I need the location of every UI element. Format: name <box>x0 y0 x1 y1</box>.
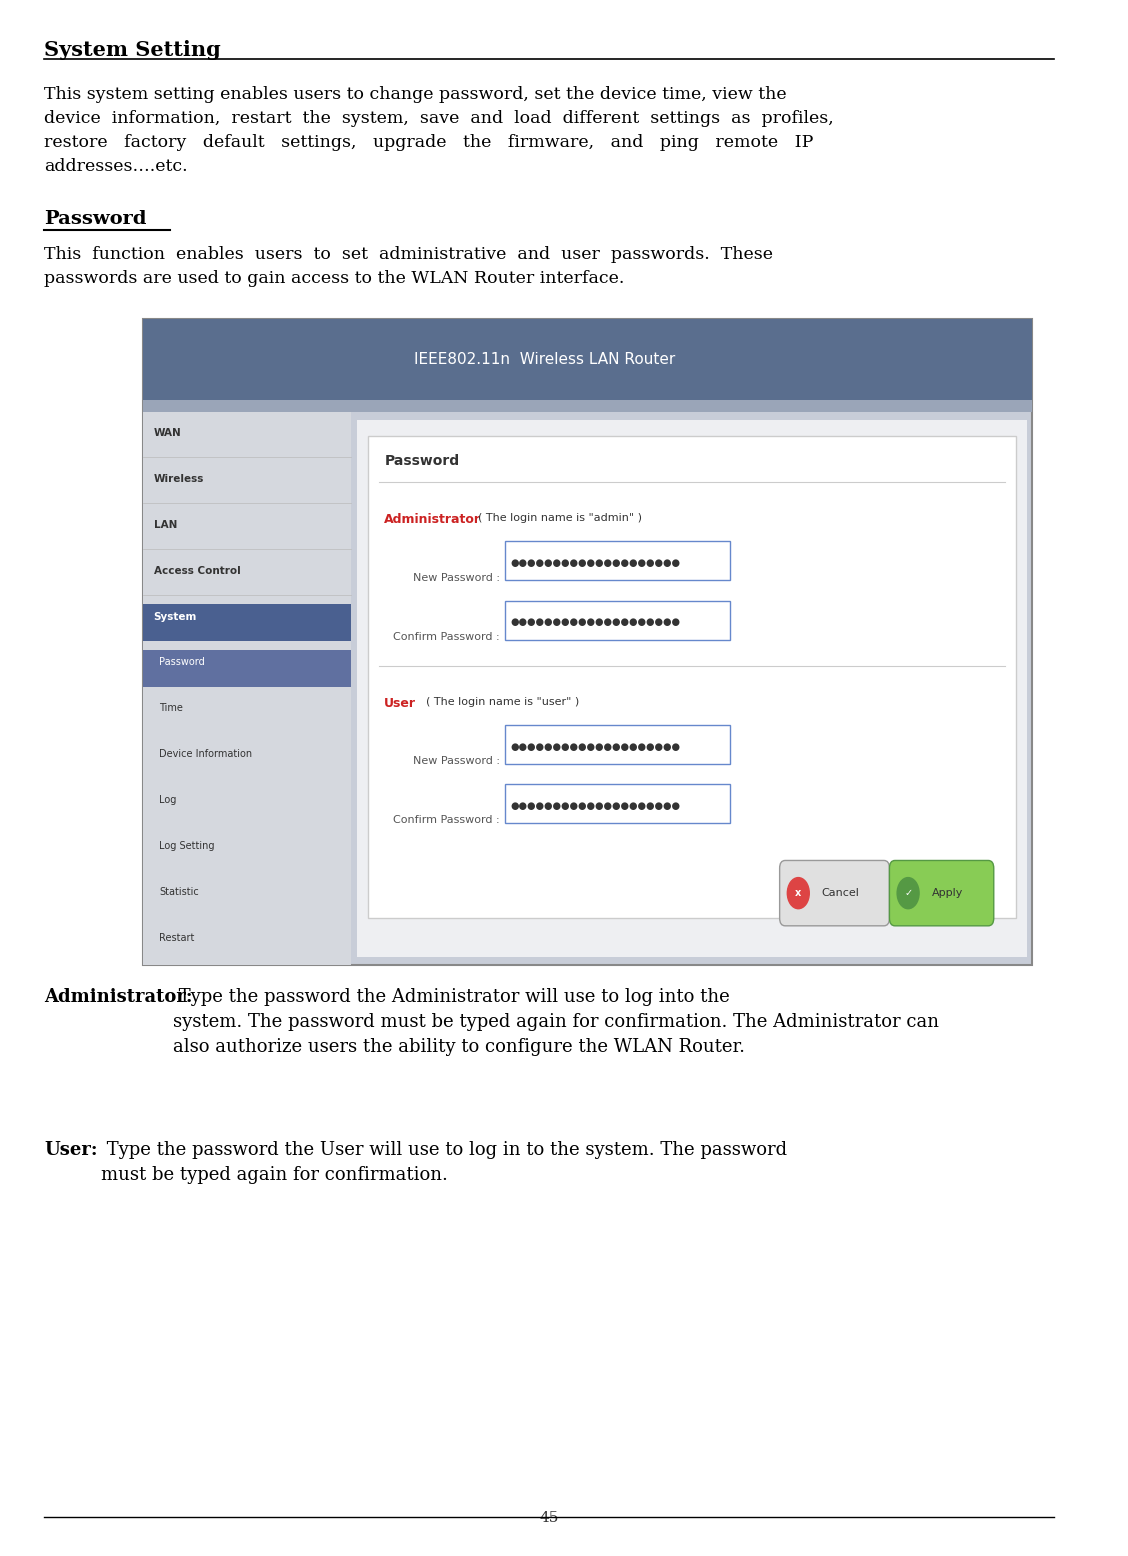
FancyBboxPatch shape <box>356 420 1026 957</box>
Text: New Password :: New Password : <box>413 573 500 582</box>
Text: Password: Password <box>385 454 459 468</box>
FancyBboxPatch shape <box>505 541 730 580</box>
Text: New Password :: New Password : <box>413 756 500 766</box>
Text: Administrator: Administrator <box>385 513 482 526</box>
Text: Log Setting: Log Setting <box>159 840 214 851</box>
Text: This system setting enables users to change password, set the device time, view : This system setting enables users to cha… <box>44 86 834 174</box>
Text: Password: Password <box>44 210 147 229</box>
Text: Statistic: Statistic <box>159 887 199 896</box>
Text: Apply: Apply <box>932 888 963 898</box>
Text: ●●●●●●●●●●●●●●●●●●●●: ●●●●●●●●●●●●●●●●●●●● <box>511 801 680 811</box>
FancyBboxPatch shape <box>505 784 730 823</box>
Text: Password: Password <box>159 657 205 668</box>
Text: Type the password the User will use to log in to the system. The password
must b: Type the password the User will use to l… <box>102 1141 787 1184</box>
Text: Confirm Password :: Confirm Password : <box>393 632 500 641</box>
Text: ●●●●●●●●●●●●●●●●●●●●: ●●●●●●●●●●●●●●●●●●●● <box>511 742 680 752</box>
Circle shape <box>897 878 919 909</box>
Text: Restart: Restart <box>159 934 195 943</box>
FancyBboxPatch shape <box>143 412 352 965</box>
Text: ✓: ✓ <box>904 888 913 898</box>
Text: Device Information: Device Information <box>159 750 253 759</box>
FancyBboxPatch shape <box>143 604 352 641</box>
Text: ●●●●●●●●●●●●●●●●●●●●: ●●●●●●●●●●●●●●●●●●●● <box>511 559 680 568</box>
Text: System Setting: System Setting <box>44 40 221 61</box>
Text: User: User <box>385 697 416 710</box>
Text: WAN: WAN <box>153 428 182 437</box>
FancyBboxPatch shape <box>505 725 730 764</box>
Text: Access Control: Access Control <box>153 566 240 576</box>
Text: 45: 45 <box>539 1511 558 1525</box>
Text: ( The login name is "admin" ): ( The login name is "admin" ) <box>477 513 642 523</box>
Text: User:: User: <box>44 1141 97 1159</box>
FancyBboxPatch shape <box>143 400 1032 412</box>
Text: Cancel: Cancel <box>821 888 858 898</box>
FancyBboxPatch shape <box>779 860 890 926</box>
Text: Administrator:: Administrator: <box>44 988 193 1007</box>
FancyBboxPatch shape <box>368 436 1015 918</box>
Text: Confirm Password :: Confirm Password : <box>393 815 500 825</box>
Text: System: System <box>153 612 197 621</box>
Circle shape <box>787 878 809 909</box>
FancyBboxPatch shape <box>505 601 730 640</box>
FancyBboxPatch shape <box>143 319 1032 400</box>
Text: LAN: LAN <box>153 520 177 529</box>
Text: Time: Time <box>159 703 183 713</box>
Text: Wireless: Wireless <box>153 473 204 484</box>
Text: x: x <box>795 888 801 898</box>
Text: This  function  enables  users  to  set  administrative  and  user  passwords.  : This function enables users to set admin… <box>44 246 773 286</box>
FancyBboxPatch shape <box>890 860 994 926</box>
Text: Type the password the Administrator will use to log into the
system. The passwor: Type the password the Administrator will… <box>174 988 940 1057</box>
Text: Log: Log <box>159 795 177 804</box>
FancyBboxPatch shape <box>143 319 1032 965</box>
Text: ( The login name is "user" ): ( The login name is "user" ) <box>426 697 580 706</box>
FancyBboxPatch shape <box>143 650 352 686</box>
Text: ●●●●●●●●●●●●●●●●●●●●: ●●●●●●●●●●●●●●●●●●●● <box>511 618 680 627</box>
Text: IEEE802.11n  Wireless LAN Router: IEEE802.11n Wireless LAN Router <box>414 352 676 367</box>
